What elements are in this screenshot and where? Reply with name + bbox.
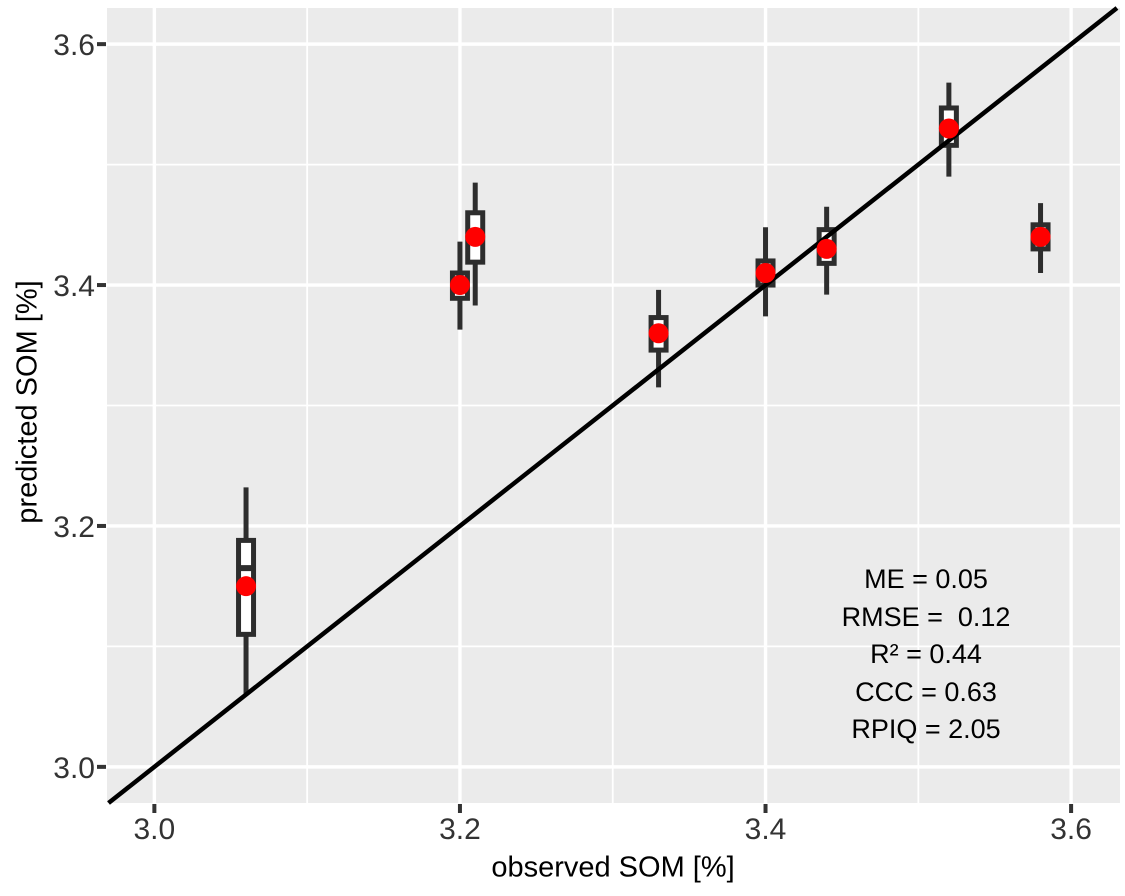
x-tick-label: 3.4 (745, 813, 787, 846)
mean-point (465, 226, 486, 247)
metrics-annotation: ME = 0.05 RMSE = 0.12 R² = 0.44 CCC = 0.… (842, 561, 1011, 749)
mean-point (648, 323, 669, 344)
tick-marks (97, 42, 1074, 813)
metric-r2: R² = 0.44 (870, 639, 982, 669)
metric-me: ME = 0.05 (864, 564, 988, 594)
x-tick-label: 3.2 (439, 813, 481, 846)
major-gridlines (107, 8, 1120, 803)
mean-points (236, 118, 1051, 597)
y-tick-label: 3.6 (53, 29, 95, 62)
mean-point (755, 263, 776, 283)
x-tick-label: 3.6 (1050, 813, 1092, 846)
metric-rmse: RMSE = 0.12 (841, 601, 1011, 632)
y-tick-label: 3.2 (53, 511, 95, 544)
mean-point (1030, 226, 1051, 247)
metric-ccc: CCC = 0.63 (855, 676, 997, 707)
y-tick-label: 3.0 (53, 752, 95, 785)
x-axis-title: observed SOM [%] (491, 851, 735, 884)
x-tick-label: 3.0 (134, 813, 176, 846)
identity-line (107, 6, 1119, 805)
mean-point (449, 275, 470, 296)
metric-rpiq: RPIQ = 2.05 (851, 714, 1001, 744)
tick-labels: 3.0 3.2 3.4 3.6 3.0 3.2 3.4 3.6 (53, 29, 1092, 846)
mean-point (938, 118, 959, 139)
mean-point (236, 576, 257, 597)
y-tick-label: 3.4 (53, 270, 95, 303)
mean-point (816, 238, 837, 259)
y-axis-title: predicted SOM [%] (11, 280, 44, 524)
